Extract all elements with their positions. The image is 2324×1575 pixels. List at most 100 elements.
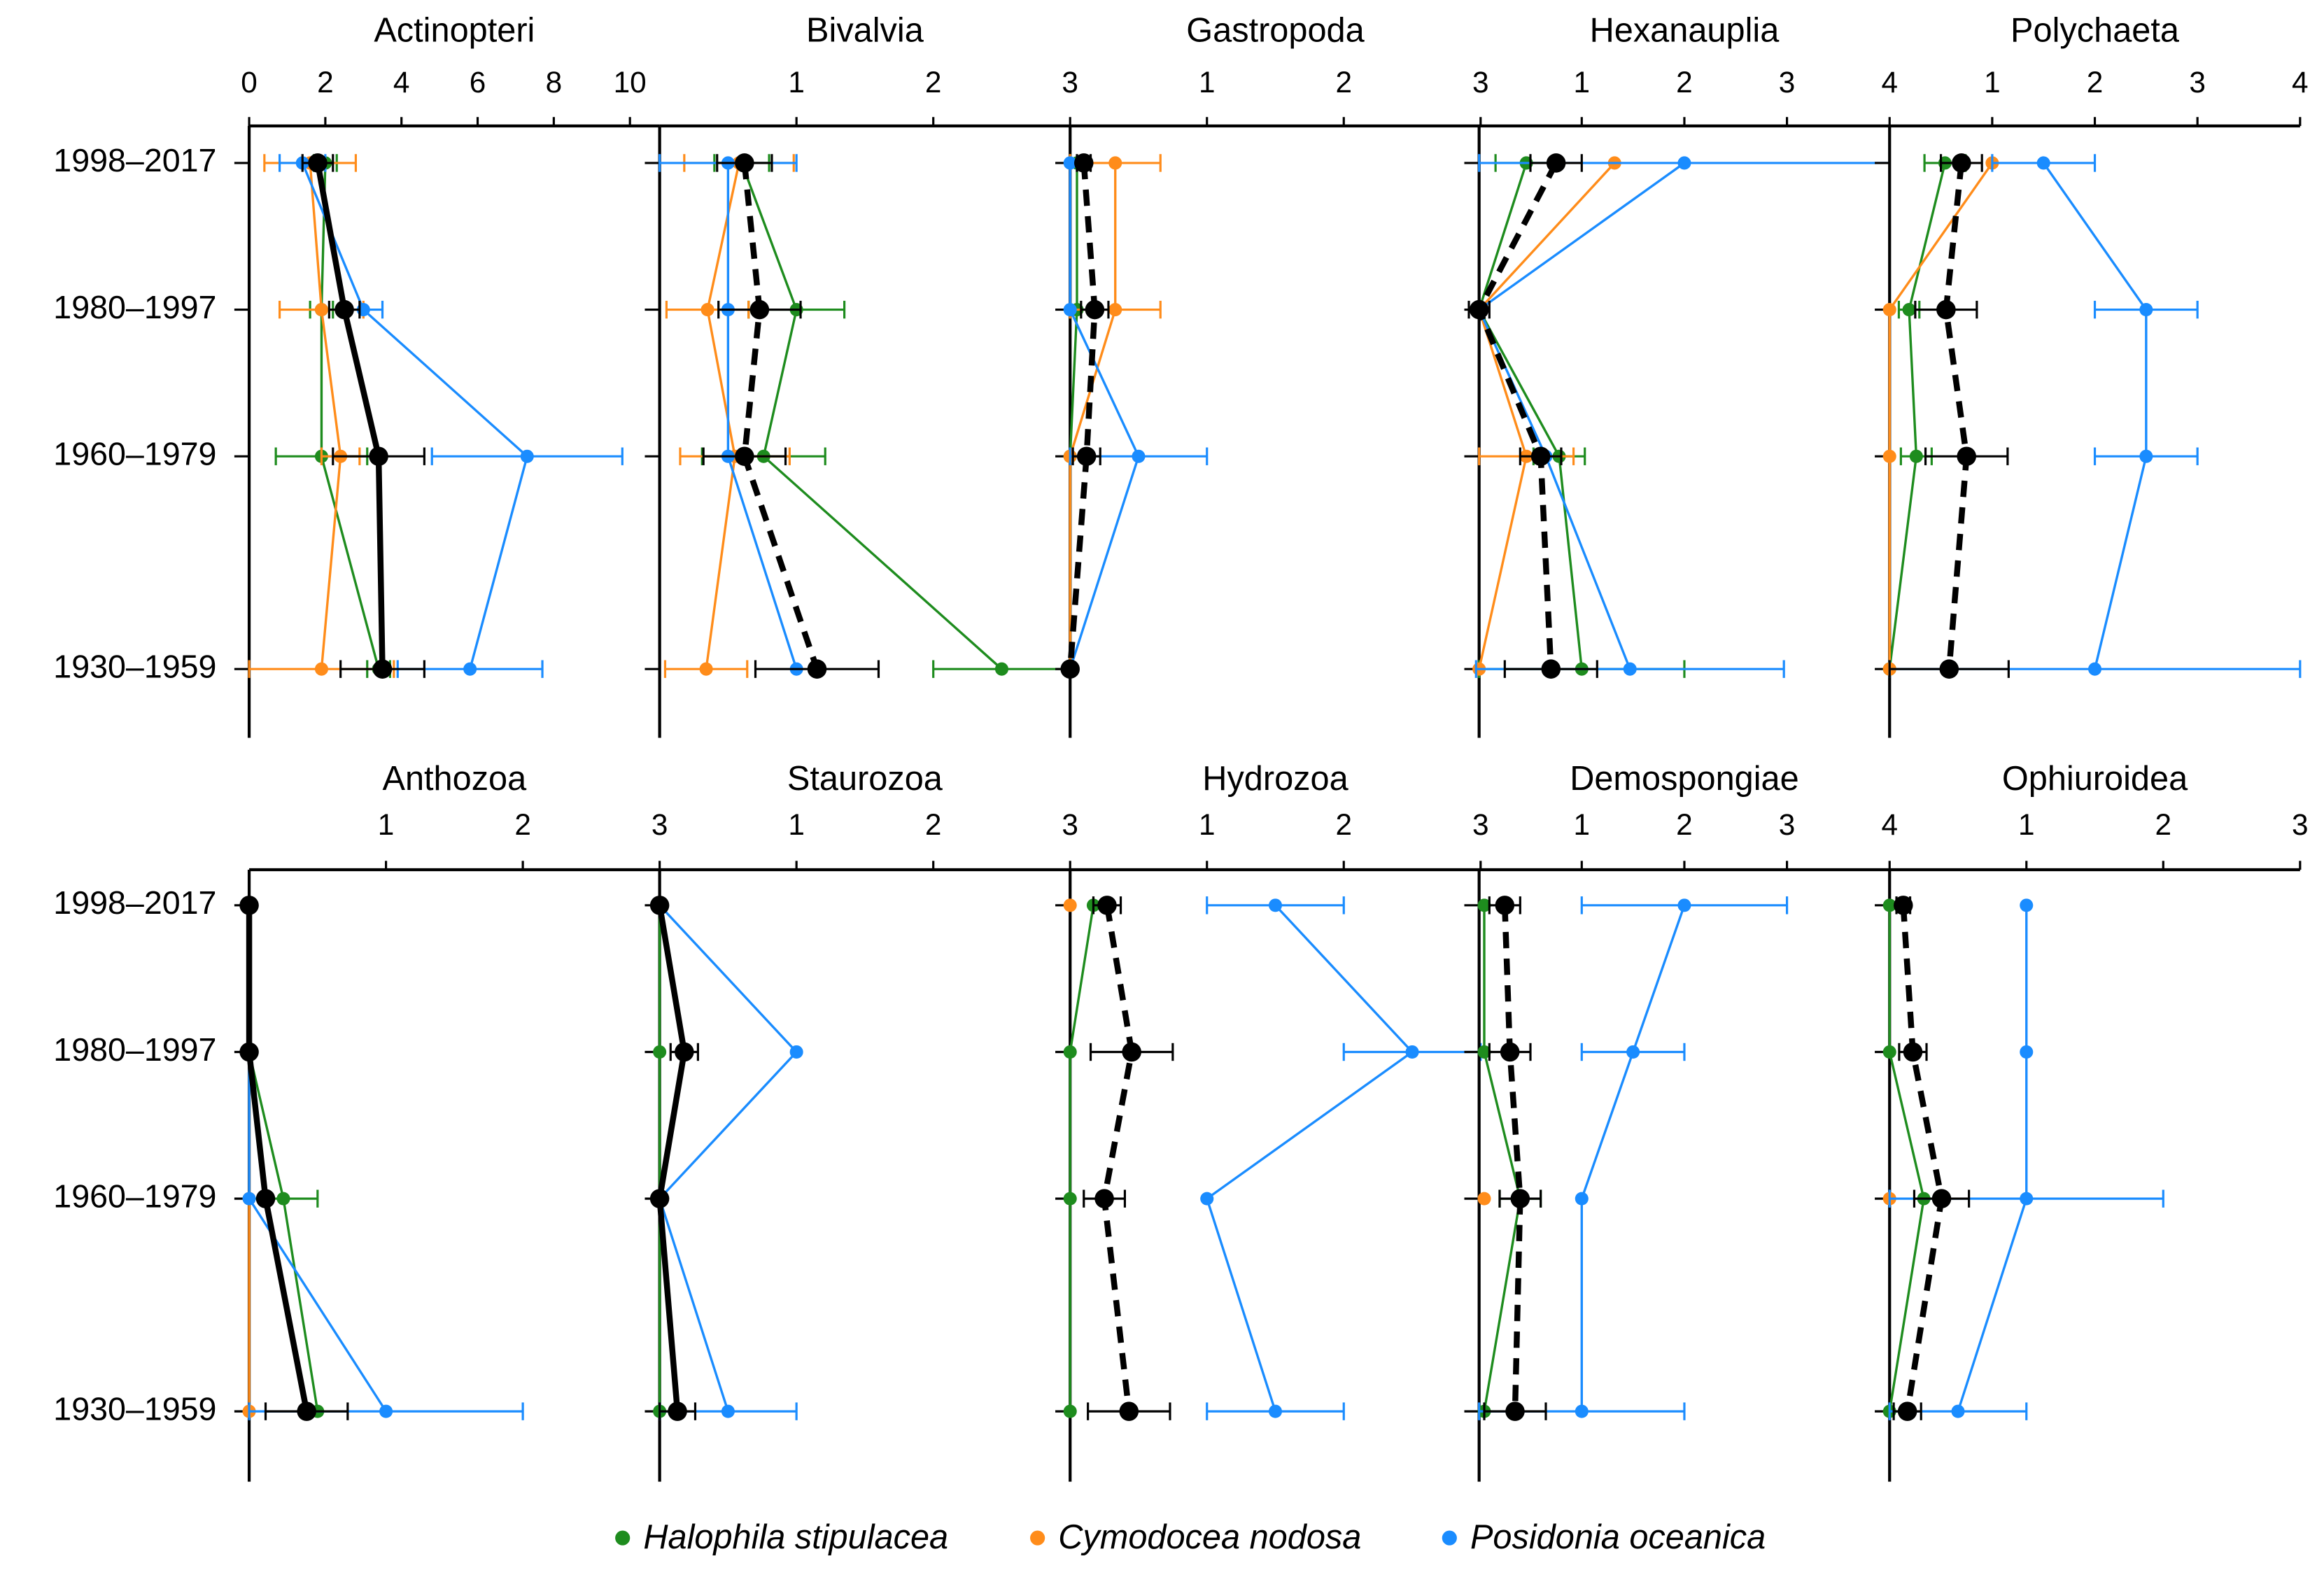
series-line (1888, 162, 1994, 670)
series-point (2139, 303, 2153, 317)
x-tick-label: 3 (1472, 66, 1489, 99)
series-point (1677, 898, 1691, 912)
x-tick-label: 4 (393, 66, 410, 99)
series-point (1063, 1045, 1077, 1059)
mean-point (1073, 153, 1094, 173)
x-tick-label: 3 (652, 808, 668, 841)
series-point (1882, 449, 1896, 463)
mean-point (735, 446, 754, 466)
mean-point (1894, 896, 1913, 915)
legend-label: Cymodocea nodosa (1058, 1518, 1361, 1556)
mean-point (1897, 1401, 1917, 1421)
mean-line (246, 905, 310, 1412)
x-tick-label: 4 (2292, 66, 2309, 99)
series-point (1677, 156, 1691, 170)
mean-point (1957, 446, 1976, 466)
series-point (1108, 156, 1122, 170)
series-point (1063, 303, 1077, 317)
mean-line (1943, 162, 1970, 670)
series-line (1477, 162, 1583, 670)
panel-title: Hydrozoa (1202, 760, 1348, 798)
mean-point (1505, 1401, 1525, 1421)
series-line (1483, 905, 1522, 1412)
mean-point (649, 1189, 670, 1208)
panel-title: Ophiuroidea (2002, 760, 2188, 798)
mean-line (1101, 905, 1135, 1412)
series-line (1205, 904, 1414, 1412)
x-tick-label: 4 (1881, 808, 1898, 841)
series-point (2139, 449, 2153, 463)
x-tick-label: 1 (2018, 808, 2035, 841)
series-line (1957, 905, 2028, 1412)
series-point (699, 662, 713, 676)
series-point (1882, 303, 1896, 317)
x-tick-label: 2 (514, 808, 531, 841)
series-point (1477, 898, 1491, 912)
panel-title: Staurozoa (787, 760, 943, 798)
series-line (309, 162, 342, 670)
mean-point (297, 1401, 316, 1421)
y-tick-label: 1980–1997 (53, 1031, 216, 1068)
legend-marker (1030, 1530, 1045, 1546)
mean-point (308, 153, 328, 173)
mean-point (1903, 1042, 1923, 1062)
mean-line (1900, 905, 1945, 1412)
series-point (1063, 1192, 1077, 1206)
mean-point (1469, 299, 1489, 320)
mean-line (1066, 162, 1098, 670)
series-point (2020, 1192, 2034, 1206)
series-point (1477, 1045, 1491, 1059)
mean-point (1085, 299, 1105, 320)
mean-point (239, 1042, 259, 1062)
mean-point (372, 659, 393, 679)
x-tick-label: 1 (788, 66, 805, 99)
series-point (1882, 898, 1896, 912)
series-line (1069, 162, 1140, 670)
mean-point (334, 299, 354, 320)
series-point (1575, 1404, 1589, 1418)
mean-point (239, 896, 259, 915)
mean-point (1500, 1042, 1520, 1062)
mean-point (369, 446, 388, 466)
x-tick-label: 2 (2155, 808, 2172, 841)
x-tick-label: 2 (317, 66, 334, 99)
series-line (726, 162, 798, 670)
x-tick-label: 1 (1574, 808, 1591, 841)
x-tick-label: 1 (1199, 808, 1216, 841)
mean-point (675, 1042, 694, 1062)
series-line (2042, 162, 2148, 670)
series-line (1888, 162, 1947, 670)
series-point (1626, 1045, 1640, 1059)
y-tick-label: 1930–1959 (53, 648, 216, 684)
mean-point (1510, 1189, 1530, 1208)
mean-point (1060, 659, 1080, 679)
mean-point (749, 299, 770, 320)
x-tick-label: 1 (1199, 66, 1216, 99)
series-point (1268, 1404, 1283, 1418)
y-tick-label: 1960–1979 (53, 436, 216, 472)
legend-marker (1442, 1530, 1457, 1546)
mean-point (1097, 896, 1117, 915)
mean-point (1931, 1189, 1952, 1208)
series-point (1405, 1045, 1419, 1059)
series-point (700, 303, 714, 317)
y-tick-label: 1998–2017 (53, 142, 216, 178)
mean-point (1122, 1042, 1141, 1062)
mean-point (1119, 1401, 1139, 1421)
series-point (994, 662, 1008, 676)
x-tick-label: 2 (925, 66, 942, 99)
series-line (705, 162, 740, 670)
y-tick-label: 1998–2017 (53, 884, 216, 921)
x-tick-label: 3 (1062, 808, 1078, 841)
series-point (1882, 1045, 1896, 1059)
panel-title: Polychaeta (2010, 11, 2180, 49)
series-line (1580, 905, 1686, 1412)
series-point (1951, 1404, 1965, 1418)
series-point (1063, 156, 1077, 170)
series-line (1888, 905, 1925, 1412)
legend-marker (615, 1530, 631, 1546)
mean-point (1939, 659, 1959, 679)
mean-point (668, 1401, 687, 1421)
mean-line (1475, 161, 1559, 670)
series-point (314, 303, 328, 317)
